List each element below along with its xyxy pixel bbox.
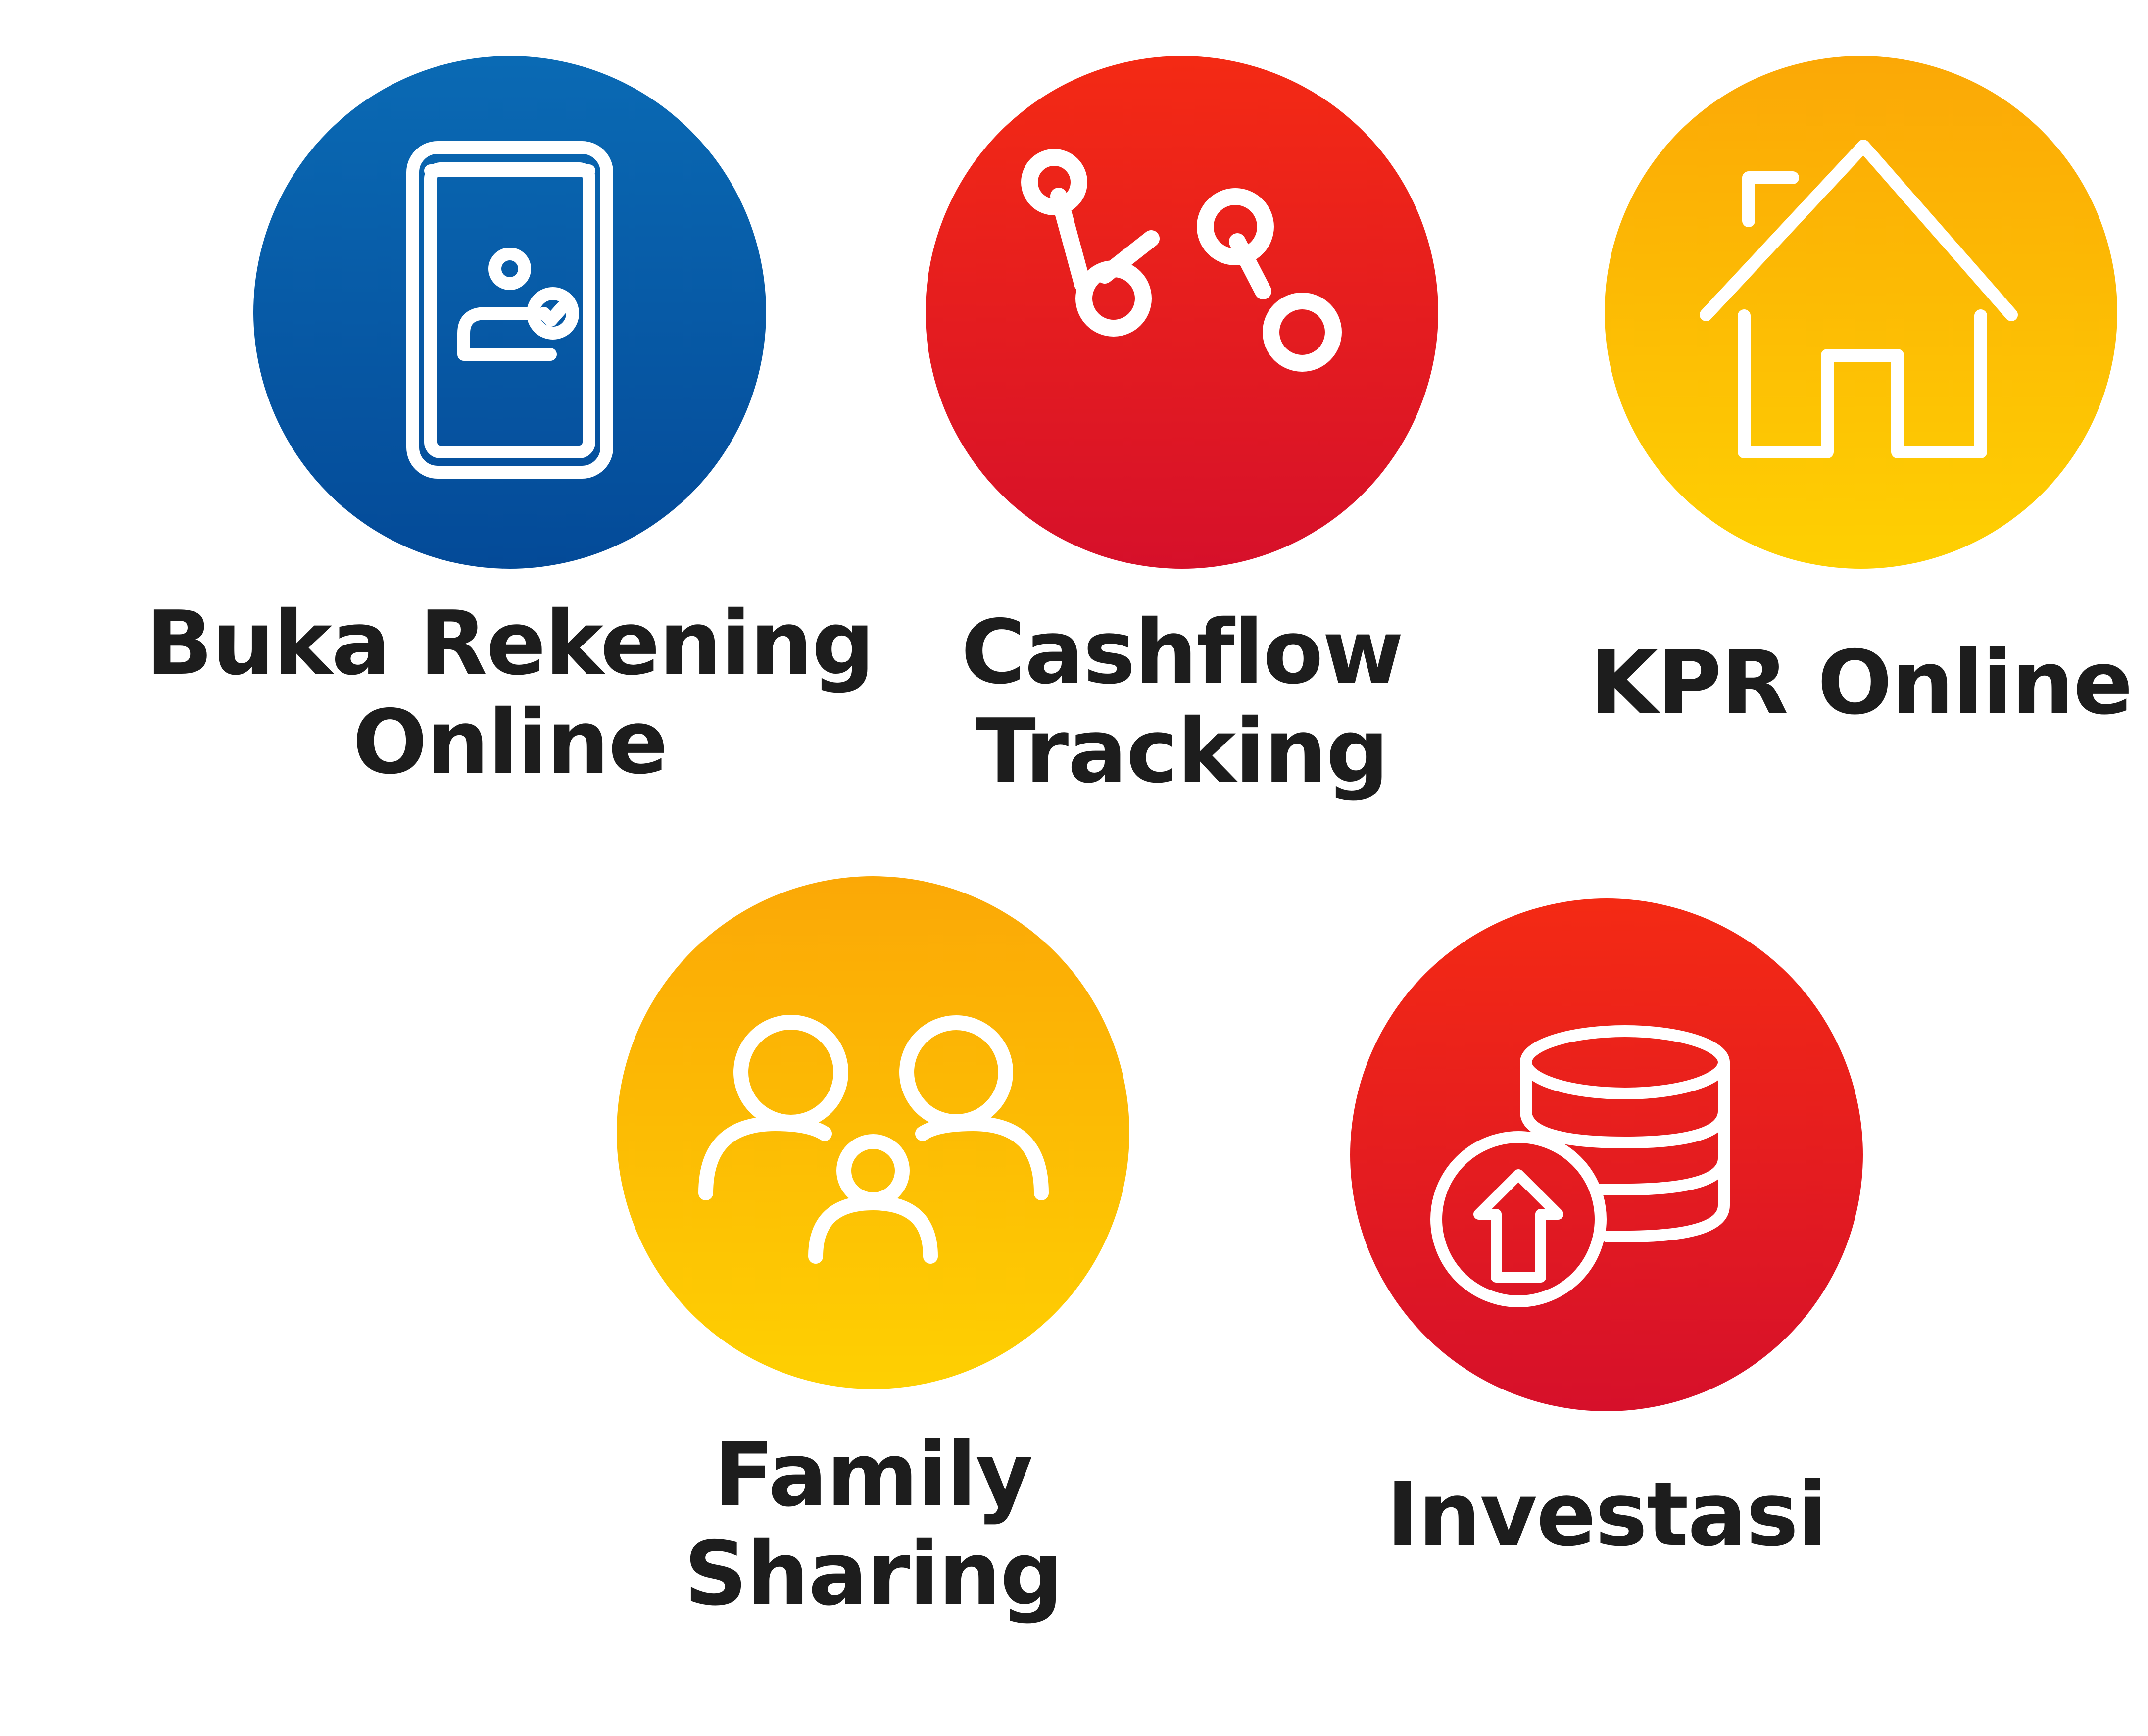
feature-label-line1: Family [714, 1424, 1033, 1526]
feature-circle-yellow[interactable] [1605, 56, 2117, 569]
feature-label-line2: Sharing [684, 1523, 1063, 1625]
feature-label: Investasi [1211, 1465, 2002, 1564]
feature-label-line1: Investasi [1386, 1463, 1828, 1566]
feature-circle-red[interactable] [1350, 898, 1863, 1411]
mobile-account-check-icon [406, 141, 613, 479]
family-group-icon [698, 1015, 1049, 1264]
feature-circle-yellow[interactable] [617, 876, 1129, 1389]
feature-label: Family Sharing [477, 1426, 1269, 1624]
feature-label-line1: KPR Online [1590, 632, 2133, 734]
feature-label: KPR Online [1574, 634, 2148, 733]
house-icon [1700, 140, 2018, 458]
line-graph-nodes-icon [1021, 149, 1342, 372]
feature-circle-red[interactable] [926, 56, 1438, 569]
feature-label-line2: Tracking [976, 700, 1389, 802]
feature-circle-blue[interactable] [253, 56, 766, 569]
feature-label: Buka Rekening Online [114, 594, 906, 792]
feature-label-line1: Cashflow [961, 601, 1404, 703]
coin-stack-upload-icon [1430, 1025, 1730, 1307]
feature-label-line1: Buka Rekening [146, 592, 875, 694]
feature-label-line2: Online [352, 691, 668, 794]
feature-label: Cashflow Tracking [786, 603, 1578, 801]
